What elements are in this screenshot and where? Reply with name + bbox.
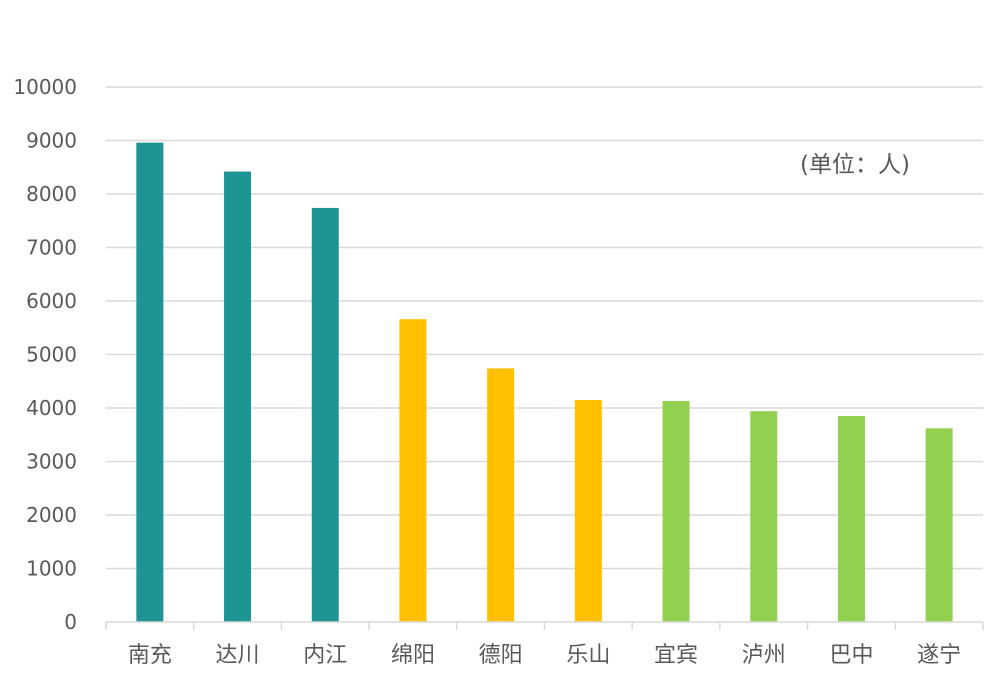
bar-8 xyxy=(750,411,778,622)
x-category-label: 宜宾 xyxy=(654,643,698,668)
x-category-label: 乐山 xyxy=(566,643,610,668)
x-category-label: 德阳 xyxy=(479,643,523,668)
y-tick-label: 9000 xyxy=(26,129,77,153)
x-axis-labels: 南充 达川 内江 绵阳 德阳 乐山 宜宾 泸州 巴中 遂宁 xyxy=(128,643,961,668)
bar-3 xyxy=(311,207,339,622)
x-category-label: 遂宁 xyxy=(917,643,961,668)
y-tick-label: 2000 xyxy=(26,503,77,527)
bars xyxy=(136,142,953,622)
bar-6 xyxy=(574,399,602,622)
bar-2 xyxy=(224,171,252,622)
x-category-label: 内江 xyxy=(303,643,347,668)
bar-7 xyxy=(662,401,690,622)
x-axis xyxy=(105,621,984,630)
y-tick-label: 0 xyxy=(64,610,77,634)
y-tick-label: 3000 xyxy=(26,450,77,474)
bar-10 xyxy=(925,428,953,622)
y-tick-label: 8000 xyxy=(26,182,77,206)
x-category-label: 巴中 xyxy=(829,643,873,668)
bar-4 xyxy=(399,319,427,622)
bar-5 xyxy=(487,368,515,622)
x-category-label: 达川 xyxy=(216,643,260,668)
bar-1 xyxy=(136,142,164,622)
bar-9 xyxy=(837,416,865,622)
x-category-label: 绵阳 xyxy=(391,643,435,668)
y-tick-label: 4000 xyxy=(26,396,77,420)
x-category-label: 南充 xyxy=(128,643,172,668)
y-tick-label: 1000 xyxy=(26,557,77,581)
unit-annotation: (单位：人) xyxy=(800,152,910,178)
y-tick-label: 6000 xyxy=(26,289,77,313)
y-tick-label: 5000 xyxy=(26,343,77,367)
gridlines xyxy=(106,86,983,570)
x-category-label: 泸州 xyxy=(742,643,786,668)
y-tick-label: 10000 xyxy=(13,75,77,99)
y-tick-label: 7000 xyxy=(26,236,77,260)
y-axis-ticks: 0 1000 2000 3000 4000 5000 6000 7000 8000 9000 100… xyxy=(13,75,77,634)
